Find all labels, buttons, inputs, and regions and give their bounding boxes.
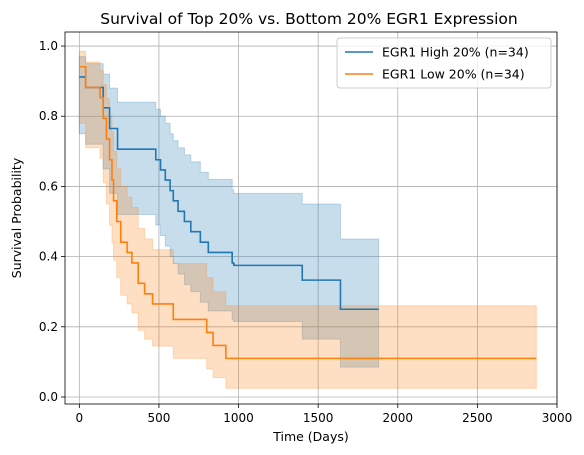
legend-label-high: EGR1 High 20% (n=34) xyxy=(382,45,529,60)
survival-lines xyxy=(79,65,537,360)
y-tick-label: 0.6 xyxy=(39,179,58,193)
y-tick-label: 1.0 xyxy=(39,39,58,53)
confidence-bands xyxy=(78,50,537,389)
plot-frame xyxy=(64,31,558,405)
x-axis-label: Time (Days) xyxy=(272,429,349,444)
x-tick-label: 2500 xyxy=(462,411,493,425)
plot-background xyxy=(65,32,557,404)
y-axis-ticks: 0.0 0.2 0.4 0.6 0.8 1.0 xyxy=(39,39,65,404)
y-tick-label: 0.2 xyxy=(39,320,58,334)
chart-title: Survival of Top 20% vs. Bottom 20% EGR1 … xyxy=(100,10,518,28)
survival-line-high xyxy=(79,76,379,311)
legend-box xyxy=(336,37,552,89)
x-tick-label: 2000 xyxy=(383,411,414,425)
x-axis-ticks: 0 500 1000 1500 2000 2500 3000 xyxy=(76,404,573,425)
survival-line-low xyxy=(79,65,537,360)
y-tick-label: 0.8 xyxy=(39,109,58,123)
plot-area xyxy=(64,31,558,405)
confidence-band-high xyxy=(78,56,380,368)
y-tick-label: 0.4 xyxy=(39,250,58,264)
x-tick-label: 500 xyxy=(147,411,170,425)
y-axis-label: Survival Probability xyxy=(9,157,24,278)
legend-label-low: EGR1 Low 20% (n=34) xyxy=(382,67,525,82)
confidence-band-low xyxy=(78,50,537,389)
x-tick-label: 1000 xyxy=(223,411,254,425)
x-tick-label: 0 xyxy=(76,411,84,425)
x-tick-label: 3000 xyxy=(542,411,573,425)
y-tick-label: 0.0 xyxy=(39,390,58,404)
legend: EGR1 High 20% (n=34) EGR1 Low 20% (n=34) xyxy=(336,37,552,89)
x-tick-label: 1500 xyxy=(303,411,334,425)
